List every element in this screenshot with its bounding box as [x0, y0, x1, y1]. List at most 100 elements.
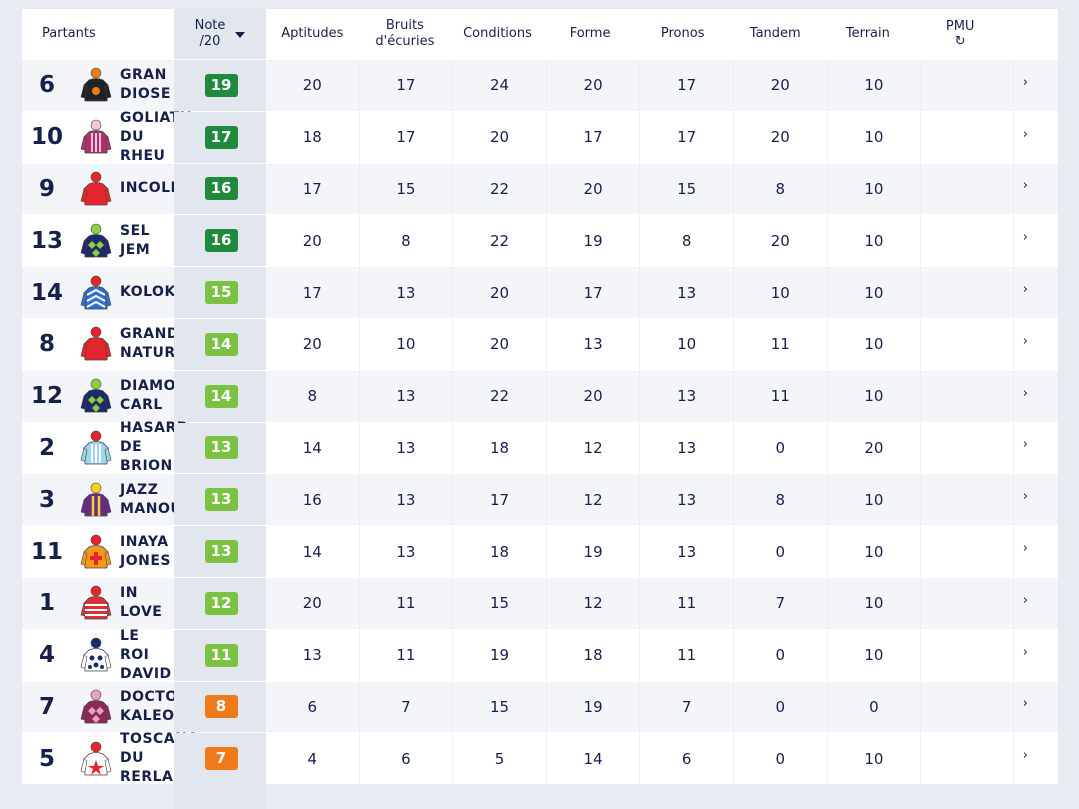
chevron-right-icon[interactable]: ›: [1022, 748, 1028, 764]
table-row[interactable]: 6 GRAN DIOSE 19 20 17 24 20 17 20 10 ›: [22, 59, 1058, 111]
jockey-silk-icon: [72, 275, 120, 311]
table-row[interactable]: 14 KOLOKICO 15 17 13 20 17 13 10 10 ›: [22, 266, 1058, 318]
bruits-cell: 8: [360, 215, 454, 267]
chevron-right-icon[interactable]: ›: [1022, 489, 1028, 505]
bruits-cell: 13: [360, 422, 454, 474]
header-tandem[interactable]: Tandem: [749, 26, 801, 41]
partant-number: 2: [38, 434, 55, 461]
partant-number: 7: [38, 693, 55, 720]
refresh-icon[interactable]: ↻: [954, 34, 966, 49]
pmu-cell: [921, 163, 1015, 215]
bruits-cell: 17: [360, 111, 454, 163]
horse-name[interactable]: INCOLLABLE: [120, 179, 222, 198]
aptitudes-cell: 14: [266, 526, 360, 577]
header-pmu[interactable]: PMU ↻: [914, 9, 1006, 59]
chevron-right-icon[interactable]: ›: [1022, 178, 1028, 194]
horse-name[interactable]: IN LOVE: [120, 584, 174, 622]
terrain-cell: 10: [828, 629, 922, 681]
jockey-silk-icon: [72, 689, 120, 725]
table-row[interactable]: 8 GRANDEUR NATURE 14 20 10 20 13 10 11 10 ›: [22, 317, 1058, 370]
table-row[interactable]: 11 INAYA JONES 13 14 13 18 19 13 0 10 ›: [22, 525, 1058, 577]
header-aptitudes[interactable]: Aptitudes: [281, 26, 344, 41]
forme-cell: 12: [547, 422, 641, 474]
tandem-cell: 0: [734, 681, 828, 733]
header-terrain[interactable]: Terrain: [845, 26, 890, 41]
chevron-right-icon[interactable]: ›: [1022, 333, 1028, 349]
table-row[interactable]: 13 SEL JEM 16 20 8 22 19 8 20 10 ›: [22, 214, 1058, 267]
note-cell: 7: [174, 733, 266, 785]
table-row[interactable]: 4 LE ROI DAVID 11 13 11 19 18 11 0 10 ›: [22, 627, 1058, 684]
header-note[interactable]: Note /20: [174, 9, 266, 59]
note-badge: 13: [204, 436, 238, 460]
sort-desc-icon[interactable]: [235, 32, 246, 38]
chevron-right-icon[interactable]: ›: [1022, 74, 1028, 90]
chevron-right-icon[interactable]: ›: [1022, 282, 1028, 298]
terrain-cell: 10: [828, 163, 922, 215]
horse-name[interactable]: GRAN DIOSE: [120, 66, 174, 104]
horse-name-line: DIOSE: [120, 86, 171, 103]
horse-name[interactable]: DIAMOND CARL: [120, 377, 200, 415]
table-row[interactable]: 10 GOLIATH DU RHEU 17 18 17 20 17 17 20 10 ›: [22, 109, 1058, 166]
chevron-right-icon[interactable]: ›: [1022, 230, 1028, 246]
horse-name-line: DOCTOR: [120, 688, 190, 705]
table-row[interactable]: 2 HASARD DE BRION 13 14 13 18 12 13 0 20 ›: [22, 419, 1058, 476]
chevron-right-icon[interactable]: ›: [1022, 126, 1028, 142]
pmu-cell: [921, 629, 1015, 681]
table-header: Partants Note /20 Aptitudes Bruits d'écu…: [22, 9, 1058, 59]
pronos-cell: 13: [640, 422, 734, 474]
table-row[interactable]: 7 DOCTOR KALEO 8 6 7 15 19 7 0 0 ›: [22, 680, 1058, 733]
table-row[interactable]: 9 INCOLLABLE 16 17 15 22 20 15 8 10 ›: [22, 162, 1058, 215]
tandem-cell: 0: [734, 733, 828, 785]
tandem-cell: 8: [734, 163, 828, 215]
header-bruits-line2: d'écuries: [375, 34, 435, 49]
tandem-cell: 0: [734, 526, 828, 577]
horse-name[interactable]: GRANDEUR NATURE: [120, 325, 212, 363]
table-row[interactable]: 3 JAZZ MANOUCHE 13 16 13 17 12 13 8 10 ›: [22, 473, 1058, 526]
header-forme[interactable]: Forme: [569, 26, 611, 41]
horse-name[interactable]: DOCTOR KALEO: [120, 688, 190, 726]
horse-name-line: HASARD: [120, 420, 189, 437]
jockey-silk-icon: [72, 482, 120, 518]
pmu-cell: [921, 577, 1015, 629]
note-badge: 8: [204, 695, 238, 719]
header-bruits[interactable]: Bruits d'écuries: [359, 9, 452, 59]
note-badge: 14: [204, 332, 238, 356]
note-badge: 14: [204, 384, 238, 408]
horse-name-line: LE: [120, 627, 140, 644]
note-cell: 17: [174, 111, 266, 163]
chevron-right-icon[interactable]: ›: [1022, 437, 1028, 453]
horse-name-line: NATURE: [120, 345, 186, 362]
chevron-right-icon[interactable]: ›: [1022, 644, 1028, 660]
horse-name[interactable]: KOLOKICO: [120, 283, 204, 302]
bruits-cell: 13: [360, 474, 454, 526]
pronos-cell: 15: [640, 163, 734, 215]
table-row[interactable]: 12 DIAMOND CARL 14 8 13 22 20 13 11 10 ›: [22, 369, 1058, 422]
table-row[interactable]: 5 TOSCANA DU RERLAIS 7 4 6 5 14 6 0 10 ›: [22, 730, 1058, 787]
table-row[interactable]: 1 IN LOVE 12 20 11 15 12 11 7 10 ›: [22, 576, 1058, 629]
horse-name-line: MANOUCHE: [120, 500, 216, 517]
horse-name[interactable]: LE ROI DAVID: [120, 627, 174, 684]
horse-name-line: INCOLLABLE: [120, 180, 222, 197]
horse-name[interactable]: SEL JEM: [120, 222, 174, 260]
forme-cell: 19: [547, 681, 641, 733]
header-partants[interactable]: Partants: [42, 26, 96, 41]
horse-name[interactable]: INAYA JONES: [120, 533, 174, 571]
header-pronos[interactable]: Pronos: [660, 26, 705, 41]
chevron-right-icon[interactable]: ›: [1022, 541, 1028, 557]
terrain-cell: 10: [828, 370, 922, 422]
forme-cell: 12: [547, 474, 641, 526]
chevron-right-icon[interactable]: ›: [1022, 696, 1028, 712]
horse-name[interactable]: GOLIATH DU RHEU: [120, 109, 192, 166]
horse-name[interactable]: JAZZ MANOUCHE: [120, 481, 216, 519]
tandem-cell: 20: [734, 215, 828, 267]
horse-name[interactable]: HASARD DE BRION: [120, 419, 189, 476]
forme-cell: 19: [547, 526, 641, 577]
header-conditions[interactable]: Conditions: [463, 26, 532, 41]
chevron-right-icon[interactable]: ›: [1022, 385, 1028, 401]
partant-number: 5: [38, 745, 55, 772]
horse-name[interactable]: TOSCANA DU RERLAIS: [120, 730, 198, 787]
note-cell: 11: [174, 629, 266, 681]
bruits-cell: 15: [360, 163, 454, 215]
tandem-cell: 20: [734, 60, 828, 111]
chevron-right-icon[interactable]: ›: [1022, 592, 1028, 608]
